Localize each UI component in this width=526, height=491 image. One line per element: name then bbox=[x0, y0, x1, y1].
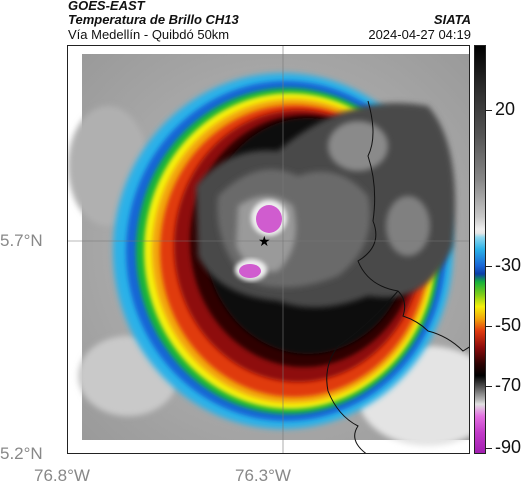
product-title: Temperatura de Brillo CH13 bbox=[68, 12, 239, 27]
colorbar-label-minus50: -50 bbox=[495, 315, 522, 335]
colorbar-tick bbox=[486, 326, 492, 327]
location-star-icon: ★ bbox=[258, 234, 271, 250]
source-title: GOES-EAST bbox=[68, 0, 145, 13]
colorbar-label-minus70: -70 bbox=[495, 375, 522, 395]
colorbar-tick bbox=[486, 110, 492, 111]
colorbar-label-minus90: -90 bbox=[495, 437, 522, 457]
datetime-label: 2024-04-27 04:19 bbox=[368, 27, 471, 42]
lat-tick-5-7: 5.7°N bbox=[0, 231, 43, 250]
coldest-core-south bbox=[239, 264, 261, 278]
coldest-core-north bbox=[256, 205, 282, 233]
lon-tick-76-3: 76.3°W bbox=[235, 466, 291, 485]
colorbar-label-20: 20 bbox=[495, 99, 516, 119]
satellite-map[interactable]: ★ bbox=[67, 45, 470, 454]
colorbar-tick bbox=[486, 266, 492, 267]
area-subtitle: Vía Medellín - Quibdó 50km bbox=[68, 27, 230, 42]
brightness-temperature-field: ★ bbox=[68, 46, 469, 453]
organization-label: SIATA bbox=[433, 12, 471, 27]
colorbar-tick bbox=[486, 448, 492, 449]
colorbar-tick bbox=[486, 386, 492, 387]
coastline bbox=[357, 100, 469, 352]
temperature-colorbar bbox=[474, 45, 486, 454]
lat-tick-5-2: 5.2°N bbox=[0, 444, 43, 463]
colorbar-label-minus30: -30 bbox=[495, 255, 522, 275]
lon-tick-76-8: 76.8°W bbox=[34, 466, 90, 485]
